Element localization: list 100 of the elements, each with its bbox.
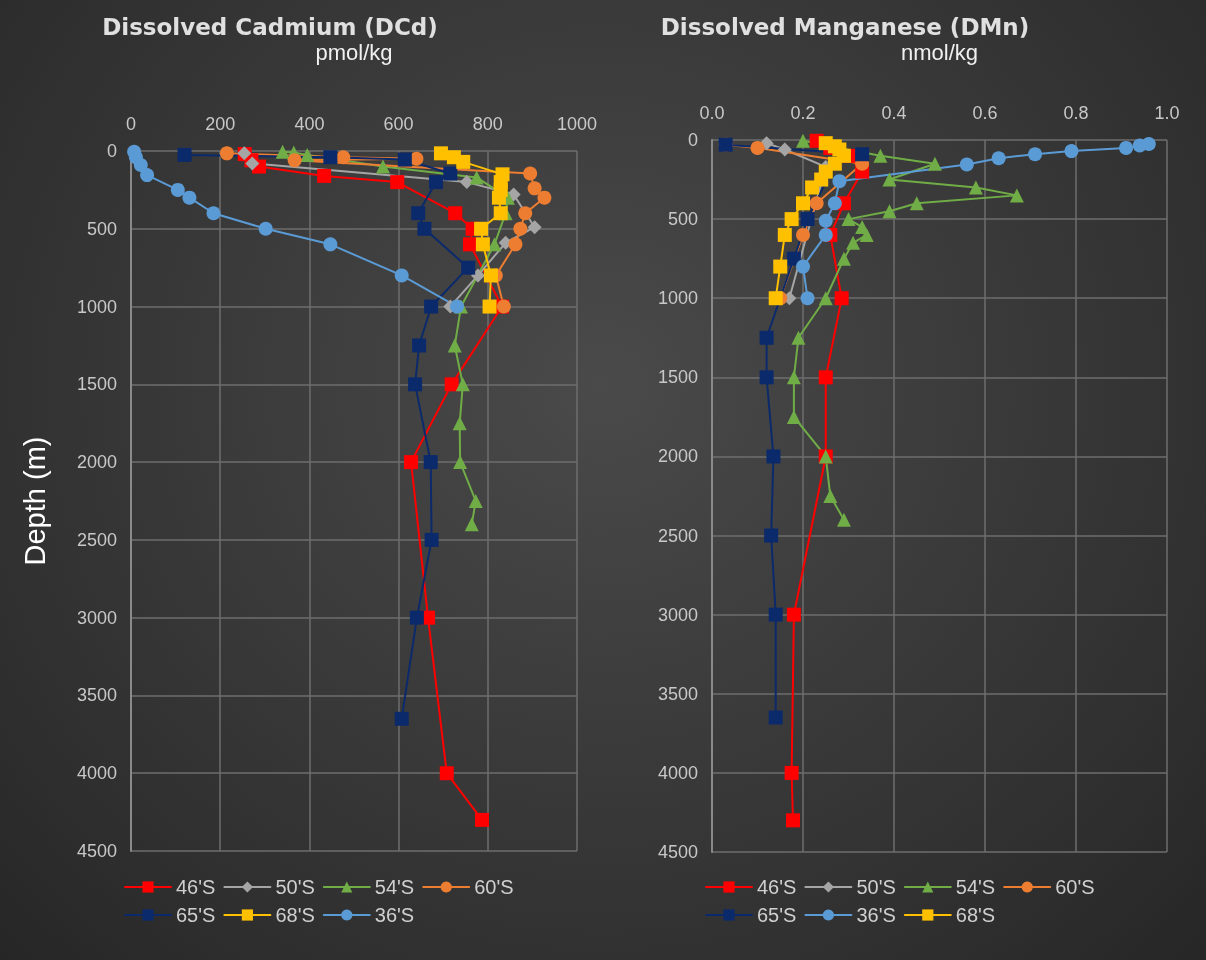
- point: [759, 330, 774, 345]
- point: [482, 299, 497, 314]
- point: [323, 237, 338, 252]
- point: [777, 227, 792, 242]
- point: [796, 133, 810, 148]
- point: [452, 416, 467, 431]
- point: [444, 377, 459, 392]
- point: [469, 170, 484, 185]
- point: [433, 146, 448, 161]
- point: [287, 153, 302, 168]
- y-tick-label: 1500: [76, 374, 117, 395]
- y-tick-label: 1000: [76, 296, 117, 317]
- point: [818, 227, 833, 242]
- point: [784, 212, 799, 227]
- y-tick-label: 3000: [76, 607, 117, 628]
- legend-label: 65'S: [757, 904, 797, 926]
- x-tick-label: 1.0: [1154, 103, 1180, 123]
- point: [409, 610, 424, 625]
- x-axis-title: pmol/kg: [315, 39, 393, 65]
- y-tick-label: 2000: [657, 446, 698, 467]
- point: [417, 221, 432, 236]
- point: [133, 158, 148, 172]
- point: [390, 175, 405, 190]
- y-tick-label: 3000: [657, 604, 698, 625]
- point: [909, 196, 924, 211]
- point: [796, 196, 810, 211]
- x-tick-label: 0: [125, 114, 137, 134]
- point: [809, 196, 824, 211]
- x-tick-label: 0.8: [1063, 103, 1089, 123]
- point: [474, 221, 489, 236]
- point: [786, 607, 801, 622]
- point: [394, 711, 409, 726]
- point: [796, 259, 810, 274]
- point: [404, 455, 419, 470]
- point: [777, 142, 792, 157]
- y-tick-label: 2000: [76, 452, 117, 473]
- x-tick-label: 1000: [556, 114, 597, 134]
- y-tick-label: 0: [687, 130, 698, 150]
- point: [275, 144, 290, 159]
- point: [786, 370, 801, 385]
- point: [846, 235, 861, 250]
- point: [882, 172, 897, 187]
- legend-label: 60'S: [474, 876, 514, 898]
- point: [537, 190, 552, 205]
- point: [375, 159, 390, 174]
- point: [1119, 140, 1134, 155]
- point: [859, 227, 874, 242]
- point: [1064, 144, 1079, 159]
- point: [834, 291, 849, 306]
- point: [991, 151, 1006, 166]
- point: [855, 147, 870, 162]
- y-tick-label: 4500: [657, 842, 698, 862]
- point: [1009, 188, 1024, 203]
- y-tick-label: 1500: [657, 367, 698, 388]
- x-tick-label: 0.4: [881, 103, 907, 123]
- point: [527, 220, 542, 235]
- y-tick-label: 0: [106, 141, 117, 161]
- point: [412, 338, 427, 353]
- point: [455, 377, 470, 392]
- point: [219, 146, 234, 161]
- point: [448, 206, 463, 221]
- point: [800, 291, 815, 306]
- point: [800, 212, 815, 227]
- point: [518, 206, 533, 221]
- y-axis-title: Depth (m): [18, 436, 51, 566]
- x-tick-label: 200: [205, 114, 236, 134]
- y-tick-label: 500: [667, 209, 698, 230]
- point: [453, 455, 468, 470]
- y-tick-label: 4000: [657, 762, 698, 783]
- point: [397, 152, 412, 167]
- point: [439, 766, 454, 781]
- point: [836, 512, 851, 527]
- point: [258, 221, 273, 236]
- y-tick-label: 3500: [657, 683, 698, 704]
- legend-label: 50'S: [275, 876, 315, 898]
- point: [336, 150, 351, 165]
- point: [459, 175, 474, 190]
- legend-label: 36'S: [374, 904, 415, 926]
- legend-label: 54'S: [374, 876, 415, 898]
- point: [764, 528, 779, 543]
- point: [768, 710, 783, 725]
- point: [487, 237, 502, 252]
- legend-label: 60'S: [1055, 876, 1095, 898]
- y-tick-label: 2500: [657, 525, 698, 546]
- chart-title: Dissolved Cadmium (DCd): [102, 13, 438, 40]
- chart-title: Dissolved Manganese (DMn): [660, 13, 1030, 40]
- point: [527, 181, 542, 196]
- point: [408, 377, 423, 392]
- y-tick-label: 4000: [76, 763, 117, 784]
- point: [491, 190, 506, 205]
- point: [140, 168, 155, 183]
- point: [759, 370, 774, 385]
- y-tick-label: 2500: [76, 529, 117, 550]
- point: [462, 237, 477, 252]
- point: [836, 251, 851, 266]
- point: [1028, 147, 1043, 162]
- point: [300, 147, 315, 162]
- point: [447, 338, 462, 353]
- point: [1132, 138, 1147, 153]
- point: [323, 150, 338, 165]
